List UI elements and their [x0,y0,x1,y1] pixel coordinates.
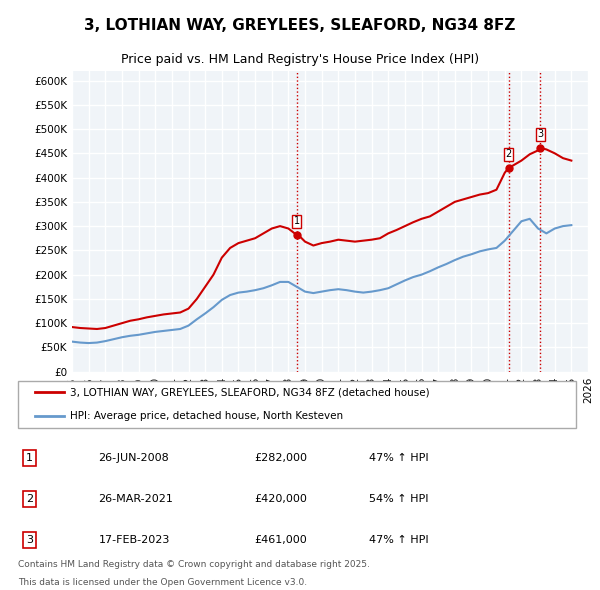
Text: 2: 2 [26,494,33,504]
FancyBboxPatch shape [18,381,577,428]
Text: 17-FEB-2023: 17-FEB-2023 [98,535,170,545]
Text: £461,000: £461,000 [254,535,307,545]
Text: HPI: Average price, detached house, North Kesteven: HPI: Average price, detached house, Nort… [70,411,343,421]
Text: 47% ↑ HPI: 47% ↑ HPI [369,535,429,545]
Text: 3, LOTHIAN WAY, GREYLEES, SLEAFORD, NG34 8FZ: 3, LOTHIAN WAY, GREYLEES, SLEAFORD, NG34… [85,18,515,32]
Text: 47% ↑ HPI: 47% ↑ HPI [369,453,429,463]
Text: 26-JUN-2008: 26-JUN-2008 [98,453,169,463]
Text: £282,000: £282,000 [254,453,307,463]
Text: £420,000: £420,000 [254,494,307,504]
Text: This data is licensed under the Open Government Licence v3.0.: This data is licensed under the Open Gov… [18,578,307,586]
Text: 3: 3 [537,129,543,139]
Text: Price paid vs. HM Land Registry's House Price Index (HPI): Price paid vs. HM Land Registry's House … [121,53,479,66]
Text: 1: 1 [26,453,33,463]
Text: 2: 2 [505,149,512,159]
Text: 3, LOTHIAN WAY, GREYLEES, SLEAFORD, NG34 8FZ (detached house): 3, LOTHIAN WAY, GREYLEES, SLEAFORD, NG34… [70,388,429,398]
Text: 3: 3 [26,535,33,545]
Text: 1: 1 [293,216,299,226]
Text: 26-MAR-2021: 26-MAR-2021 [98,494,173,504]
Text: Contains HM Land Registry data © Crown copyright and database right 2025.: Contains HM Land Registry data © Crown c… [18,560,370,569]
Text: 54% ↑ HPI: 54% ↑ HPI [369,494,428,504]
